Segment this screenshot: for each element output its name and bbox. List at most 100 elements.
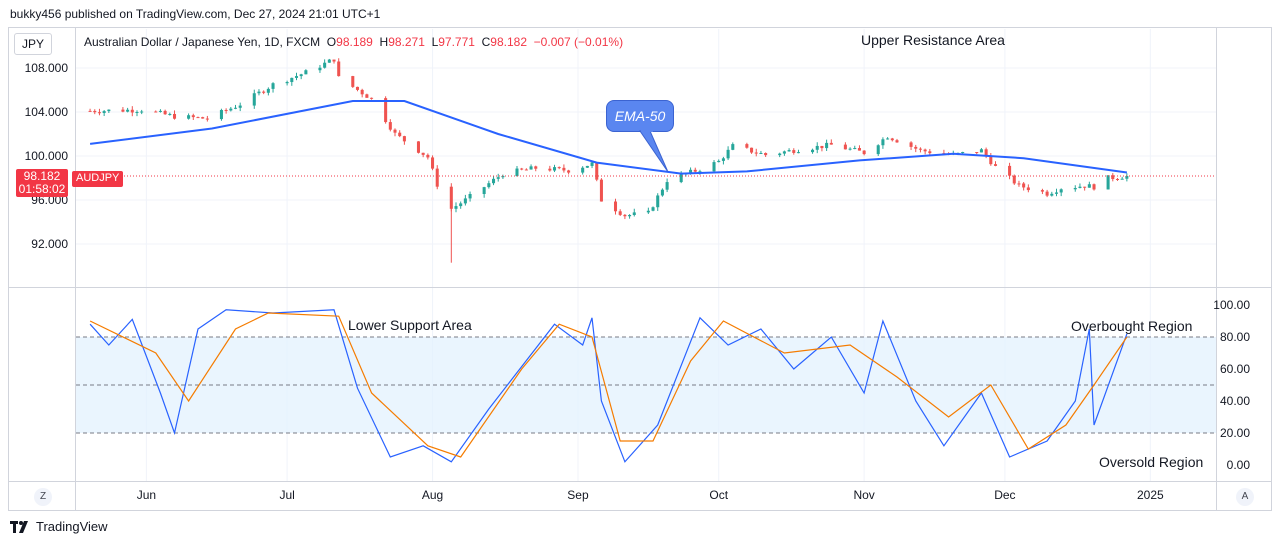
stoch-tick-label: 60.00 <box>1220 362 1250 376</box>
candle-body <box>693 169 697 172</box>
candle-body <box>1115 179 1120 181</box>
candle-body <box>613 201 618 212</box>
last-price: 98.182 <box>23 169 61 183</box>
candle-body <box>829 142 833 145</box>
candle-body <box>552 167 557 171</box>
last-price-box: 98.182 01:58:02 <box>16 169 68 197</box>
stoch-tick-label: 40.00 <box>1220 394 1250 408</box>
candle-body <box>1106 175 1110 190</box>
candle-body <box>294 76 299 78</box>
candle-body <box>778 153 782 156</box>
time-tick-label: Oct <box>709 488 728 502</box>
candle-body <box>154 111 158 113</box>
candle-body <box>515 168 519 177</box>
candle-body <box>1059 189 1063 193</box>
candle-body <box>918 148 922 150</box>
legend-open-label: O <box>326 35 337 49</box>
candle-body <box>431 157 435 169</box>
candle-body <box>1050 193 1054 196</box>
candle-body <box>721 158 725 161</box>
candle-body <box>825 142 829 149</box>
chart-frame <box>8 27 1272 511</box>
candle-body <box>689 169 693 174</box>
candle-body <box>266 88 270 93</box>
candle-body <box>585 165 589 168</box>
candle-body <box>384 98 388 123</box>
candle-body <box>285 82 289 84</box>
candle-body <box>923 149 927 152</box>
candle-body <box>646 210 650 213</box>
candle-body <box>815 145 819 150</box>
candle-body <box>360 89 364 95</box>
candle-body <box>979 149 983 153</box>
candle-body <box>881 139 885 146</box>
candle-body <box>928 151 932 154</box>
candle-body <box>271 83 275 89</box>
candle-body <box>327 59 331 63</box>
candle-body <box>88 110 92 112</box>
stoch-k-line <box>89 309 1128 463</box>
ema-line <box>89 100 1128 175</box>
zoom-button[interactable]: Z <box>34 488 52 506</box>
candle-body <box>332 59 336 62</box>
candle-body <box>365 94 369 98</box>
candle-body <box>496 177 500 179</box>
stoch-band <box>76 336 1216 434</box>
candle-body <box>895 140 899 143</box>
candle-body <box>337 61 341 77</box>
candle-body <box>290 77 294 83</box>
overbought-label: Overbought Region <box>1071 318 1193 334</box>
candle-body <box>660 189 664 196</box>
stoch-lines <box>89 309 1128 463</box>
candle-body <box>993 164 998 166</box>
price-tick-label: 92.000 <box>31 237 68 251</box>
candle-body <box>426 154 430 158</box>
candle-body <box>257 91 261 94</box>
candle-body <box>107 109 111 112</box>
candle-body <box>1073 188 1077 190</box>
candle-body <box>135 111 139 113</box>
candle-body <box>463 198 467 204</box>
candle-body <box>201 117 205 119</box>
candle-body <box>562 167 566 171</box>
candle-body <box>890 138 894 141</box>
ema-callout: EMA-50 <box>606 100 674 132</box>
publish-header: bukky456 published on TradingView.com, D… <box>10 7 381 21</box>
candle-body <box>679 173 683 183</box>
candle-body <box>191 115 195 118</box>
tradingview-brand: TradingView <box>10 519 108 534</box>
candle-body <box>1092 184 1096 190</box>
candle-body <box>548 168 552 171</box>
candle-body <box>886 138 890 140</box>
candle-body <box>1008 165 1012 176</box>
candle-body <box>989 156 993 165</box>
time-tick-label: 2025 <box>1137 488 1164 502</box>
candle-body <box>318 67 322 71</box>
candle-body <box>196 117 200 119</box>
candle-body <box>754 152 758 154</box>
legend-high-label: H <box>379 35 389 49</box>
candle-body <box>126 109 130 112</box>
auto-scale-button[interactable]: A <box>1236 488 1254 506</box>
currency-button[interactable]: JPY <box>14 33 52 55</box>
candle-body <box>351 76 355 87</box>
candle-body <box>492 178 496 184</box>
candle-body <box>529 166 533 170</box>
candle-body <box>370 97 374 99</box>
time-tick-label: Nov <box>853 488 874 502</box>
candle-body <box>1022 183 1026 188</box>
candle-body <box>304 70 308 75</box>
candle-body <box>323 62 327 68</box>
candle-body <box>1012 175 1016 184</box>
candle-body <box>712 162 716 172</box>
candle-body <box>459 203 463 207</box>
candle-body <box>628 215 632 217</box>
candle-body <box>787 150 791 152</box>
candle-body <box>750 147 754 153</box>
legend-title: Australian Dollar / Japanese Yen, 1D, FX… <box>84 35 321 49</box>
candle-body <box>435 168 439 187</box>
candle-body <box>759 153 763 155</box>
candle-body <box>534 166 538 169</box>
candle-body <box>651 207 655 211</box>
